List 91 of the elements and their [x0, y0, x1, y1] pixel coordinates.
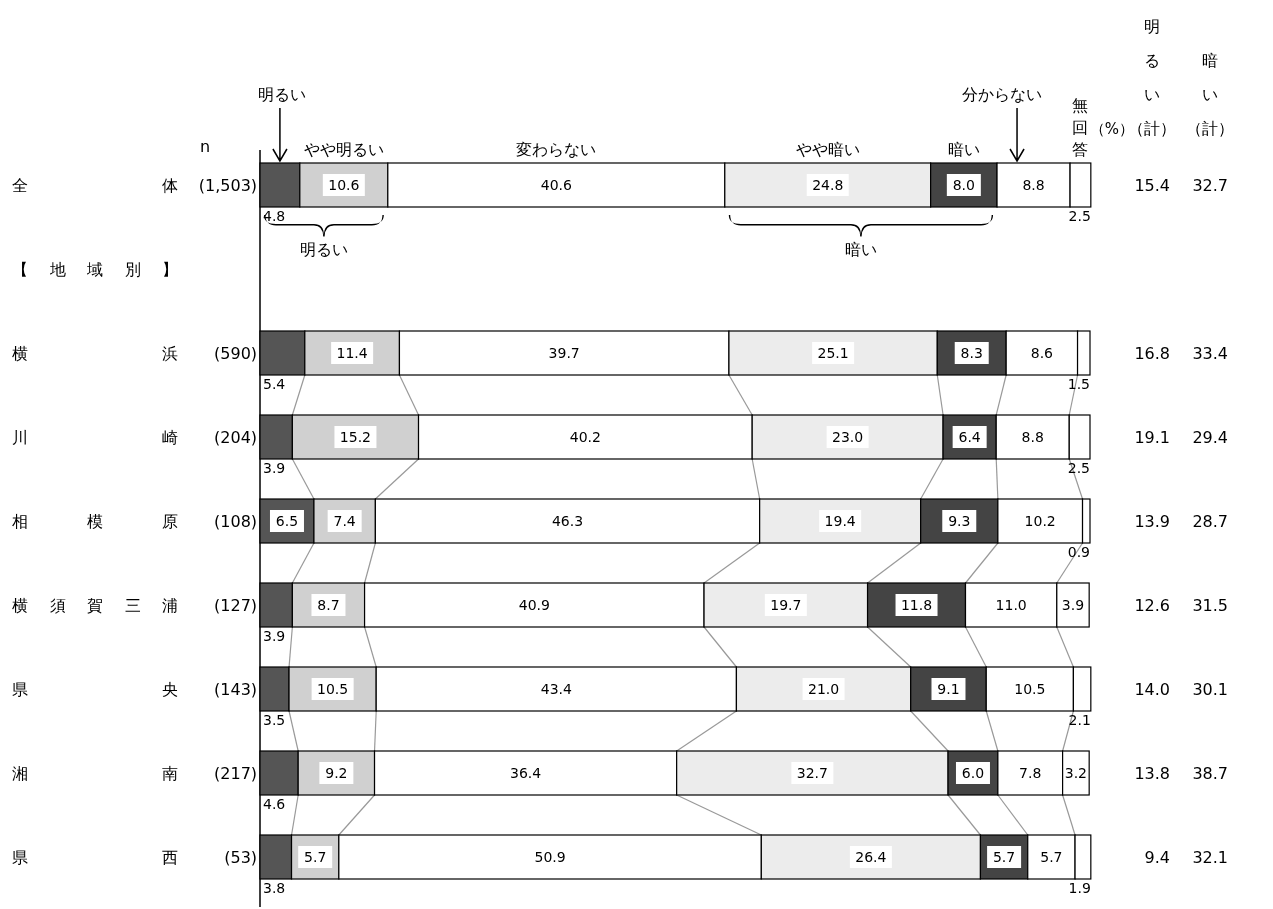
data-label: 40.6 — [540, 177, 572, 193]
text: 32.7 — [1192, 176, 1228, 195]
y-tick-label: 県西 (53) — [12, 848, 258, 867]
text: n — [199, 137, 211, 156]
y-tick-label: 湘南 (217) — [12, 764, 258, 783]
data-label: 11.8 — [900, 597, 933, 613]
data-label: 4.8 — [263, 208, 286, 224]
data-label: 6.5 — [275, 513, 299, 529]
data-label: 10.5 — [317, 681, 349, 697]
data-label: 40.9 — [518, 597, 550, 613]
data-label: 0.9 — [1067, 544, 1090, 560]
data-label: 10.2 — [1024, 513, 1056, 529]
text: 32.1 — [1192, 848, 1228, 867]
data-label: 3.8 — [263, 880, 286, 896]
data-label: 2.5 — [1068, 208, 1091, 224]
text: 15.4 — [1134, 176, 1170, 195]
series-label: やや暗い — [795, 140, 860, 159]
data-label: 26.4 — [855, 849, 887, 865]
data-label: 36.4 — [510, 765, 542, 781]
data-label: 8.7 — [317, 597, 340, 613]
data-label: 19.7 — [770, 597, 802, 613]
data-label: 2.1 — [1068, 712, 1091, 728]
data-label: 50.9 — [534, 849, 566, 865]
data-label: 1.5 — [1067, 376, 1090, 392]
data-label: 3.2 — [1064, 765, 1088, 781]
data-label: 6.4 — [958, 429, 981, 445]
data-label: 25.1 — [817, 345, 849, 361]
text: 14.0 — [1134, 680, 1170, 699]
text: 28.7 — [1192, 512, 1228, 531]
data-label: 8.6 — [1030, 345, 1054, 361]
data-label: 3.9 — [263, 628, 286, 644]
data-label: 11.4 — [336, 345, 368, 361]
text: 31.5 — [1192, 596, 1228, 615]
data-label: 9.2 — [325, 765, 348, 781]
data-label: 40.2 — [569, 429, 601, 445]
text: 29.4 — [1192, 428, 1228, 447]
text: 38.7 — [1192, 764, 1228, 783]
data-label: 6.0 — [961, 765, 985, 781]
data-label: 5.4 — [263, 376, 286, 392]
text: 暗い（計） — [1186, 51, 1234, 138]
data-label: 5.7 — [304, 849, 327, 865]
y-tick-label: 横浜 (590) — [12, 344, 258, 363]
data-label: 7.4 — [333, 513, 356, 529]
series-label: 無回答 — [1072, 96, 1089, 159]
data-label: 46.3 — [551, 513, 584, 529]
y-tick-label: 県央 (143) — [12, 680, 258, 699]
data-label: 23.0 — [832, 429, 864, 445]
data-label: 8.8 — [1021, 429, 1044, 445]
y-tick-label: 全体 (1,503) — [12, 176, 258, 195]
data-label: 9.1 — [937, 681, 960, 697]
legend-label: やや明るい — [303, 140, 384, 159]
data-label: 3.9 — [1061, 597, 1085, 613]
data-label: 1.9 — [1068, 880, 1091, 896]
text: 13.8 — [1134, 764, 1170, 783]
text: 9.4 — [1144, 848, 1170, 867]
data-label: 39.7 — [548, 345, 580, 361]
data-label: 9.3 — [948, 513, 971, 529]
data-label: 11.0 — [995, 597, 1027, 613]
annotation: 暗い — [844, 240, 877, 259]
data-label: 5.7 — [992, 849, 1016, 865]
text: 分からない — [962, 85, 1043, 104]
data-label: 24.8 — [812, 177, 844, 193]
y-tick-label: 川崎 (204) — [12, 428, 258, 447]
data-label: 2.5 — [1067, 460, 1090, 476]
data-label: 4.6 — [263, 796, 286, 812]
text: 明るい — [258, 85, 306, 104]
text: 12.6 — [1134, 596, 1170, 615]
data-label: 43.4 — [540, 681, 572, 697]
annotation: 明るい — [299, 240, 348, 259]
data-label: 10.6 — [328, 177, 360, 193]
y-tick-label: 相模原 (108) — [12, 512, 258, 531]
data-label: 19.4 — [824, 513, 856, 529]
text: 19.1 — [1134, 428, 1170, 447]
data-label: 8.8 — [1022, 177, 1045, 193]
data-label: 8.0 — [952, 177, 975, 193]
data-label: 7.8 — [1019, 765, 1042, 781]
data-label: 15.2 — [339, 429, 372, 445]
text: 33.4 — [1192, 344, 1228, 363]
data-label: 3.5 — [263, 712, 286, 728]
data-label: 5.7 — [1040, 849, 1063, 865]
series-label: 変わらない — [516, 140, 597, 159]
data-label: 32.7 — [796, 765, 828, 781]
data-label: 3.9 — [263, 460, 286, 476]
data-label: 21.0 — [807, 681, 840, 697]
series-label: 暗い — [947, 140, 980, 159]
data-label: 8.3 — [960, 345, 983, 361]
text: 13.9 — [1134, 512, 1170, 531]
text: 30.1 — [1192, 680, 1228, 699]
data-label: 10.5 — [1014, 681, 1046, 697]
text: 16.8 — [1134, 344, 1170, 363]
y-tick-label: 横須賀三浦 (127) — [12, 596, 258, 615]
